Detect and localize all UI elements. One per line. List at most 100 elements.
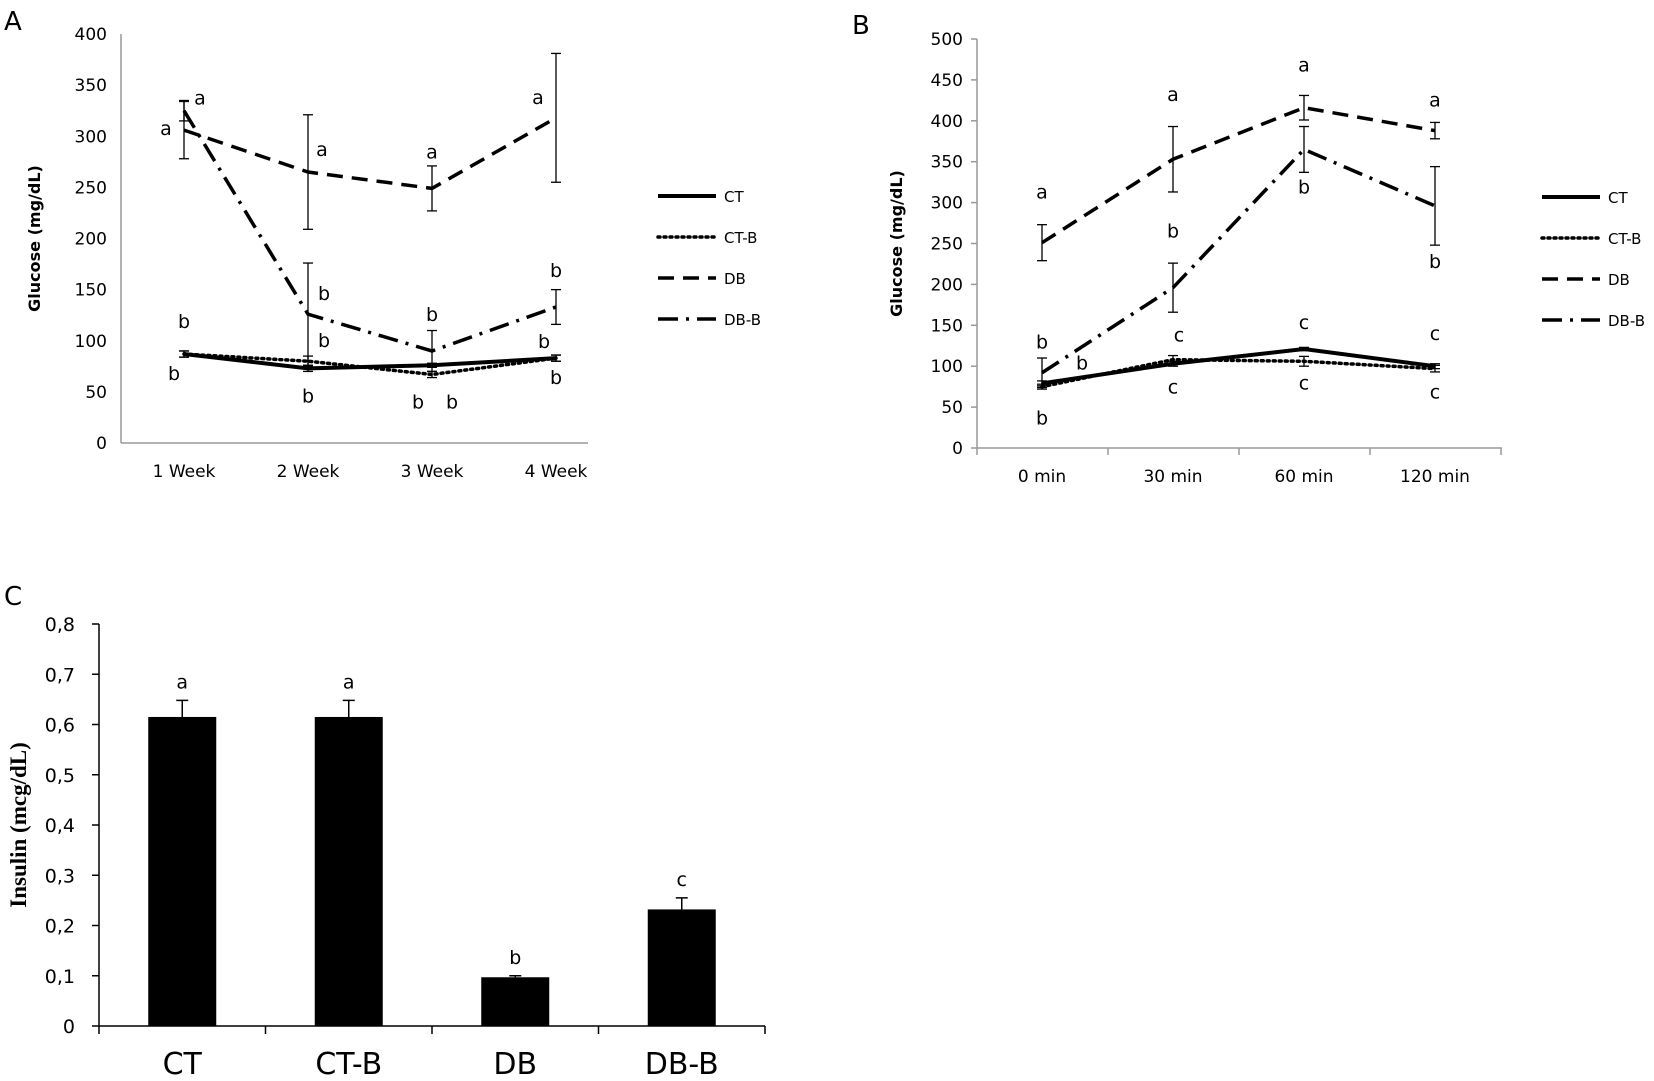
x-tick-label: 1 Week [153,462,216,482]
y-tick-label: 0,7 [45,664,75,686]
significance-letter: b [1036,408,1048,430]
y-tick-label: 300 [75,127,107,147]
chart-c-insulin: 0 0,1 0,2 0,3 0,4 0,5 0,6 0,7 0,8 Insulin (mcg/dL… [6,614,766,1081]
series-line-db-b [182,109,557,353]
x-tick-label: 30 min [1143,467,1202,487]
y-axis-label: Insulin (mcg/dL) [6,742,31,908]
y-tick-label: 300 [931,194,963,214]
series-line-db [183,116,557,191]
x-tick-label: 2 Week [277,462,340,482]
y-tick-label: 150 [75,281,107,301]
significance-letter: c [1174,325,1184,347]
y-tick-label: 250 [931,235,963,255]
y-axis-label: Glucose (mg/dL) [25,165,44,312]
y-tick-label: 0 [63,1016,75,1038]
significance-letter: b [538,331,550,353]
significance-letter: b [446,391,458,413]
significance-letter: b [509,947,521,969]
legend-label: DB [1608,271,1630,289]
y-tick-label: 450 [931,71,963,91]
y-tick-label: 0 [96,434,107,454]
x-tick-label: 0 min [1018,467,1066,487]
significance-letter: a [343,671,355,693]
y-tick-label: 0,6 [45,715,75,737]
y-tick-label: 400 [75,25,107,45]
y-tick-label: 0 [952,439,963,459]
y-tick-label: 150 [931,316,963,336]
x-tick-label: CT [163,1047,203,1081]
y-tick-label: 0,3 [45,865,75,887]
series-line-ct-b [182,352,558,377]
panel-label-c: C [4,582,22,612]
significance-letter: b [1298,176,1310,198]
significance-letter: b [178,311,190,333]
significance-letter: a [1298,55,1310,77]
significance-letter: b [550,260,562,282]
x-tick-label: 3 Week [401,462,464,482]
significance-letter: b [168,363,180,385]
y-axis-label: Glucose (mg/dL) [887,170,906,317]
significance-letter: b [318,283,330,305]
chart-b-glucose-tolerance: 0 50 100 150 200 250 300 350 400 450 500 0 min 30 mi… [887,30,1645,487]
x-tick-label: DB [493,1047,537,1081]
legend-label: DB-B [724,311,761,329]
y-tick-label: 100 [75,332,107,352]
significance-letter: b [318,330,330,352]
significance-letter: c [1430,323,1440,345]
y-tick-label: 0,1 [45,966,75,988]
bar-ct-b [314,716,383,1026]
legend-label: CT-B [724,229,757,247]
bar-db-b [647,909,716,1026]
significance-letter: a [1429,90,1441,112]
y-tick-label: 250 [75,178,107,198]
significance-letter: c [1430,382,1440,404]
y-tick-label: 0,4 [45,815,75,837]
y-tick-label: 100 [931,357,963,377]
significance-letter: b [1429,251,1441,273]
series-line-db [1041,105,1436,245]
legend-label: CT [724,188,744,206]
panel-label-b: B [852,11,870,41]
series-line-db-b [1041,147,1436,375]
x-tick-label: CT-B [315,1047,382,1081]
significance-letter: b [1036,332,1048,354]
significance-letter: b [302,385,314,407]
x-tick-label: 4 Week [525,462,588,482]
y-tick-label: 50 [941,398,963,418]
significance-letter: c [1299,312,1309,334]
y-tick-label: 350 [75,76,107,96]
significance-letter: a [1036,182,1048,204]
significance-letter: a [160,118,172,140]
significance-letter: c [1299,372,1309,394]
significance-letter: b [426,304,438,326]
legend-label: CT [1608,189,1628,207]
y-tick-label: 350 [931,153,963,173]
x-tick-label: 60 min [1274,467,1333,487]
significance-letter: a [316,139,328,161]
significance-letter: c [1168,377,1178,399]
legend-label: DB [724,270,746,288]
chart-a-glucose-weekly: 0 50 100 150 200 250 300 350 400 1 Week 2 Week 3 We… [25,25,761,482]
panel-label-a: A [4,7,22,37]
significance-letter: a [1167,84,1179,106]
legend-label: CT-B [1608,230,1641,248]
x-tick-label: 120 min [1400,467,1470,487]
series-line-ct-b [1040,357,1437,389]
y-tick-label: 50 [85,383,107,403]
bar-ct [148,716,217,1026]
significance-letter: b [1167,221,1179,243]
significance-letter: a [532,87,544,109]
significance-letter: a [194,88,206,110]
x-tick-label: DB-B [645,1047,719,1081]
significance-letter: a [426,141,438,163]
legend-label: DB-B [1608,312,1645,330]
significance-letter: c [677,869,687,891]
y-tick-label: 500 [931,30,963,50]
y-tick-label: 200 [931,275,963,295]
y-tick-label: 0,5 [45,765,75,787]
y-tick-label: 400 [931,112,963,132]
significance-letter: b [1076,352,1088,374]
y-tick-label: 0,2 [45,916,75,938]
significance-letter: b [412,391,424,413]
